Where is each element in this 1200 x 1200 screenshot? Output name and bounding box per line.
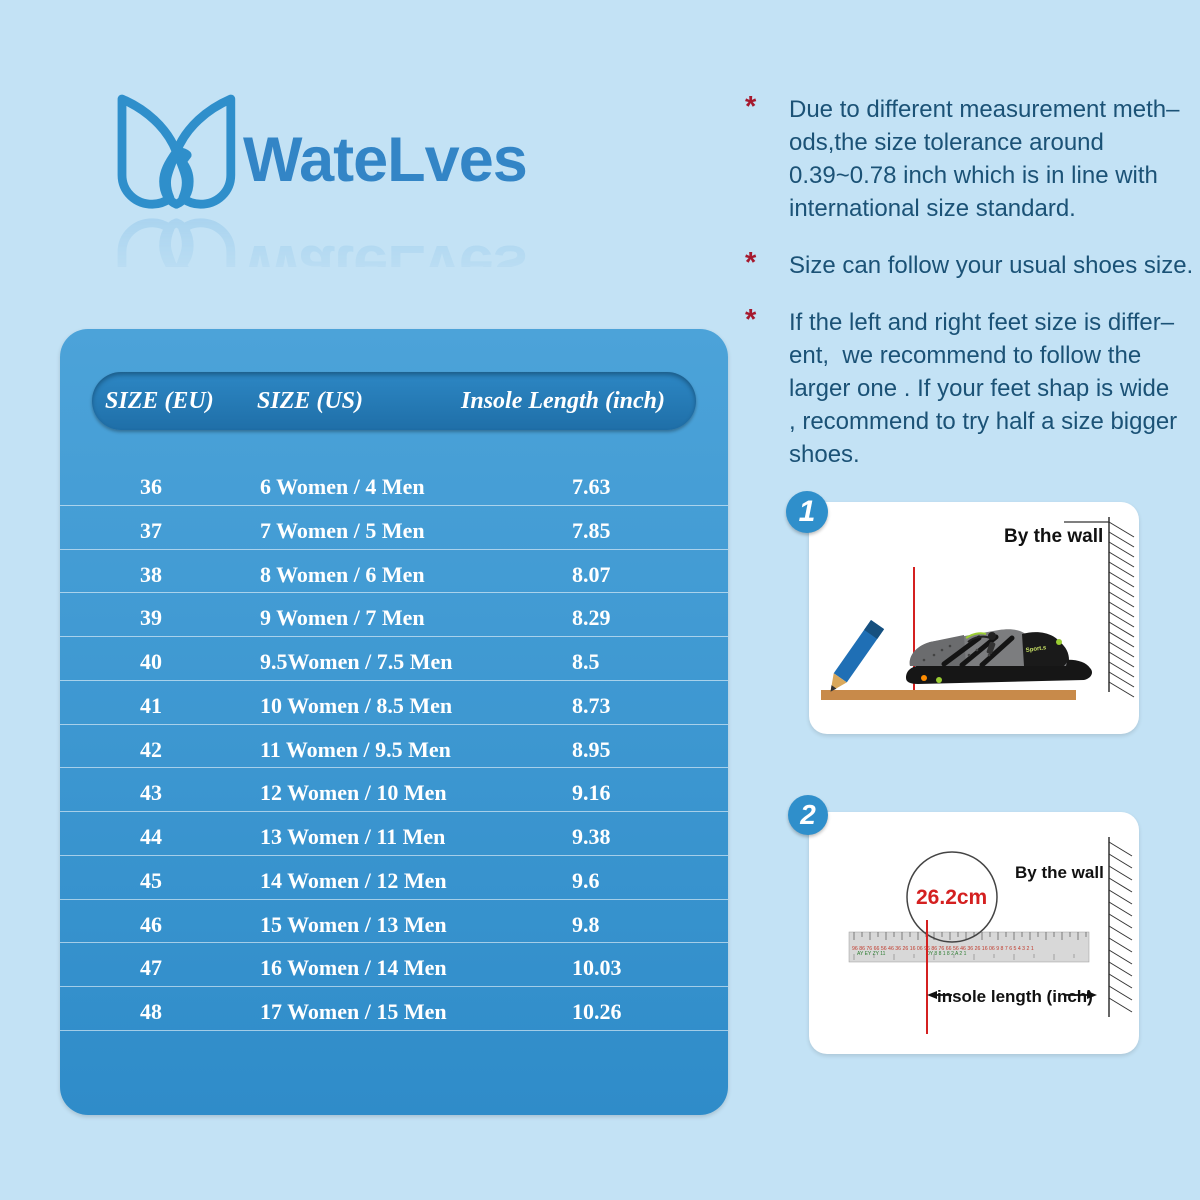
svg-text:insole length (inch): insole length (inch)	[937, 987, 1093, 1006]
svg-text:26.2cm: 26.2cm	[916, 886, 987, 909]
svg-text:WateLves: WateLves	[243, 125, 527, 195]
svg-text:By the wall: By the wall	[1015, 863, 1104, 882]
svg-text:AY EY ZY 11: AY EY ZY 11	[857, 951, 886, 957]
svg-text:WateLves: WateLves	[243, 232, 527, 267]
svg-text:By the wall: By the wall	[1004, 526, 1103, 547]
svg-text:0Y 8 8 1 8 2 A 2 1: 0Y 8 8 1 8 2 A 2 1	[927, 951, 967, 957]
